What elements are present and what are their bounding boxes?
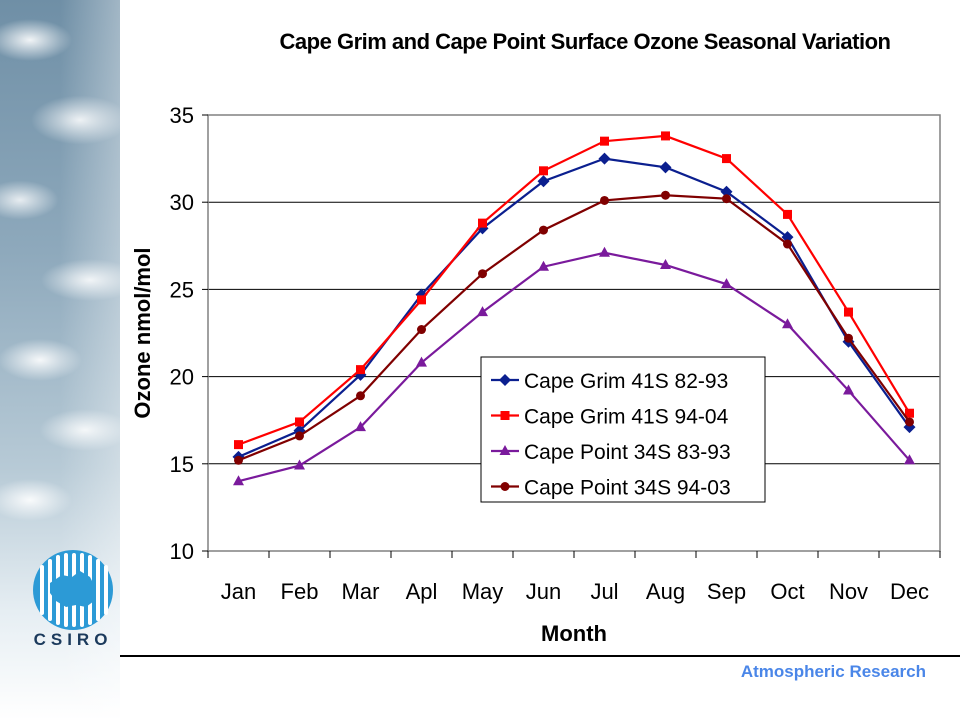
data-point-s3-jan [233,475,244,486]
legend-marker-1 [499,374,511,386]
x-tick-label-sep: Sep [707,579,746,604]
x-tick-label-feb: Feb [281,579,319,604]
data-point-s3-mar [355,421,366,432]
data-point-s4-dec [905,417,914,427]
x-tick-label-may: May [462,579,504,604]
x-tick-label-nov: Nov [829,579,868,604]
x-tick-label-jul: Jul [590,579,618,604]
legend-label-3: Cape Point 34S 83-93 [524,441,731,464]
data-point-s3-oct [782,318,793,329]
data-point-s1-oct [781,231,794,244]
series-line-2 [238,134,911,446]
series-line-4 [238,194,911,462]
data-point-s4-jan [234,455,243,465]
x-tick-label-jun: Jun [526,579,561,604]
x-tick-label-oct: Oct [770,579,804,604]
x-tick-label-apl: Apl [406,579,438,604]
data-point-s2-jun [539,166,548,176]
data-point-s4-nov [844,333,853,343]
data-point-s1-jul [598,152,611,165]
csiro-logo [33,550,113,630]
data-point-s1-aug [659,161,672,174]
series-2 [234,131,914,450]
data-point-s3-sep [721,278,732,289]
data-point-s2-feb [295,417,304,427]
data-point-s2-mar [356,365,365,375]
axes: 10 15 20 25 30 35 Jan Feb Mar Apl May Jun Jul Aug Sep O… [170,103,941,604]
x-tick-label-dec: Dec [890,579,929,604]
y-tick-label-10: 10 [170,539,194,564]
series-lines [232,131,916,486]
legend-marker-2 [500,411,510,420]
data-point-s2-nov [844,307,853,317]
data-point-s3-jun [538,260,549,271]
data-point-s2-dec [905,408,914,418]
series-line-1 [238,157,911,458]
data-point-s2-oct [783,209,792,219]
data-point-s4-aug [661,190,670,200]
legend-label-1: Cape Grim 41S 82-93 [524,370,728,393]
chart-title: Cape Grim and Cape Point Surface Ozone S… [279,29,891,54]
series-line-3 [238,251,911,483]
data-point-s2-jul [600,136,609,146]
data-point-s1-jun [537,175,550,188]
legend-marker-4 [500,482,510,491]
legend-item-4: Cape Point 34S 94-03 [491,477,731,500]
legend-item-3: Cape Point 34S 83-93 [491,441,731,464]
data-point-s4-sep [722,194,731,204]
data-point-s2-jan [234,440,243,450]
data-point-s3-jul [599,246,610,257]
footer-divider [120,655,960,657]
legend-label-4: Cape Point 34S 94-03 [524,477,731,500]
y-tick-label-35: 35 [170,103,194,128]
legend-marker-3 [499,445,511,455]
y-tick-label-15: 15 [170,452,194,477]
series-3 [233,246,915,486]
x-axis-title: Month [541,621,607,646]
data-point-s3-aug [660,258,671,269]
logo-text: CSIRO [33,630,113,649]
data-point-s2-sep [722,154,731,164]
legend-item-2: Cape Grim 41S 94-04 [491,406,729,429]
data-point-s4-jul [600,195,609,205]
x-tick-label-mar: Mar [342,579,380,604]
y-tick-label-30: 30 [170,190,194,215]
data-point-s4-may [478,269,487,279]
data-point-s3-nov [843,384,854,395]
legend-box [480,356,766,503]
data-point-s3-dec [904,454,915,465]
legend-label-2: Cape Grim 41S 94-04 [524,406,729,429]
legend: Cape Grim 41S 82-93 Cape Grim 41S 94-04 Ca… [480,356,766,503]
data-point-s2-may [478,218,487,228]
data-point-s2-aug [661,131,670,141]
data-point-s4-mar [356,391,365,401]
data-point-s4-feb [295,431,304,441]
y-tick-label-25: 25 [170,277,194,302]
y-axis-title: Ozone nmol/mol [130,247,155,418]
data-point-s3-feb [294,459,305,470]
data-point-s4-apl [417,325,426,335]
data-point-s1-sep [720,185,733,198]
x-tick-label-jan: Jan [221,579,256,604]
data-point-s3-may [477,306,488,317]
footer-label: Atmospheric Research [740,662,926,681]
data-point-s4-oct [783,239,792,249]
data-point-s4-jun [539,225,548,235]
series-4 [234,190,914,465]
data-point-s2-apl [417,295,426,305]
data-point-s3-apl [416,356,427,367]
y-tick-label-20: 20 [170,365,194,390]
legend-item-1: Cape Grim 41S 82-93 [491,370,728,393]
x-tick-label-aug: Aug [646,579,685,604]
